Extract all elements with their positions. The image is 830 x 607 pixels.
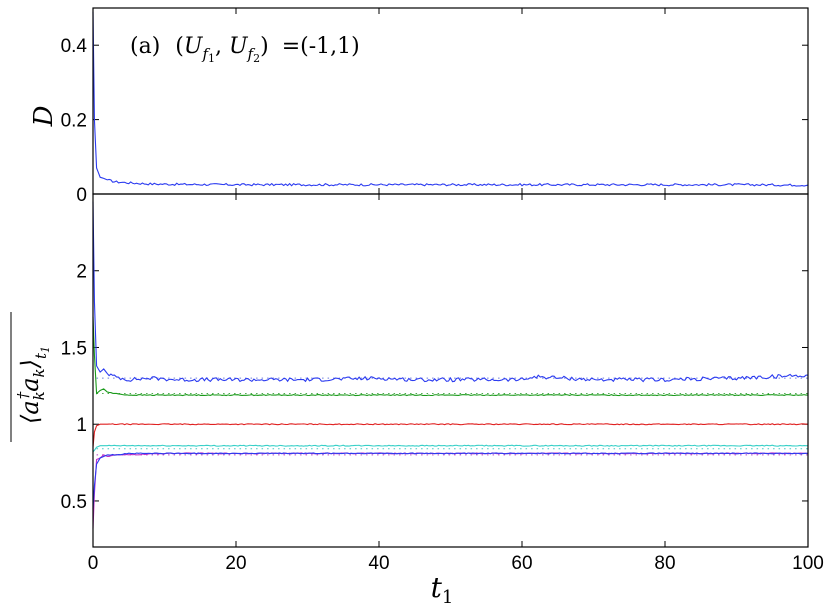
y-tick-label: 2: [76, 262, 87, 283]
bottom-y-axis-label: ⟨ak†ak⟩t1: [14, 346, 52, 424]
series-line-1: [92, 316, 809, 397]
bottom-plot-frame: [92, 193, 809, 548]
top-annotation: (a) (Uf1, Uf2) =(-1,1): [130, 34, 360, 65]
x-tick-label: 20: [225, 553, 246, 574]
bottom-reference-lines: [96, 377, 808, 456]
y-tick-label: 0.4: [61, 36, 88, 57]
x-tick-label: 0: [88, 553, 99, 574]
y-tick-label: 1.5: [61, 338, 87, 359]
bottom-axis-ticks: [92, 194, 809, 547]
annotation-u2: U: [229, 34, 249, 59]
top-y-axis-label: D: [29, 105, 59, 127]
annotation-value: =(-1,1): [282, 34, 360, 59]
x-tick-label: 100: [792, 553, 824, 574]
top-panel: 0 0.2 0.4 (a) (Uf1, Uf2) =(-1,1) D: [29, 7, 809, 206]
bottom-panel: 0.511.520 20 40 60 80 100 ⟨ak†ak⟩t1 t1: [10, 193, 824, 607]
y-tick-label: 1: [76, 415, 87, 436]
series-line-3: [92, 444, 809, 453]
y-tick-label: 0.5: [61, 492, 87, 513]
annotation-u1: U: [184, 34, 204, 59]
annotation-prefix: (a): [130, 34, 160, 59]
x-tick-label: 80: [654, 553, 675, 574]
series-line-5: [92, 452, 809, 509]
bottom-tick-labels: 0.511.520 20 40 60 80 100: [61, 262, 824, 574]
x-tick-label: 60: [511, 553, 532, 574]
series-line-4: [92, 452, 809, 529]
series-line-0: [92, 11, 809, 187]
bottom-series-group: [92, 201, 809, 529]
series-line-2: [92, 423, 809, 448]
top-tick-labels: 0 0.2 0.4: [61, 36, 88, 206]
y-tick-label: 0: [76, 185, 87, 206]
x-axis-label: t1: [431, 571, 454, 607]
y-tick-label: 0.2: [61, 111, 87, 132]
x-tick-label: 40: [368, 553, 389, 574]
top-series-group: [92, 11, 809, 187]
series-line-0: [92, 201, 809, 383]
